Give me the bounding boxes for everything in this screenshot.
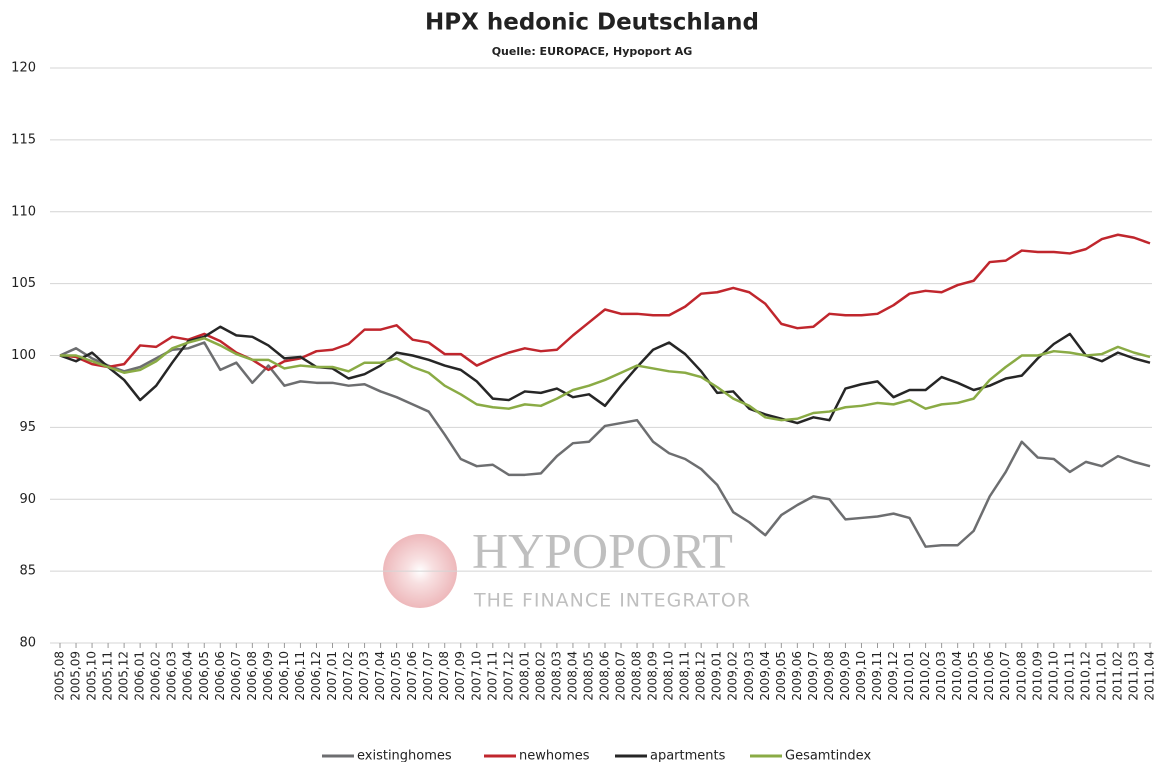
x-tick-label: 2009,05 <box>774 651 788 701</box>
y-tick-label: 105 <box>11 276 36 291</box>
x-tick-label: 2005,12 <box>117 651 131 701</box>
legend-label: Gesamtindex <box>785 749 871 762</box>
x-tick-label: 2006,11 <box>293 651 307 701</box>
x-tick-label: 2010,12 <box>1078 651 1092 701</box>
watermark-tagline: THE FINANCE INTEGRATOR <box>473 590 751 612</box>
x-tick-label: 2006,08 <box>245 651 259 701</box>
x-tick-label: 2008,05 <box>581 651 595 701</box>
x-tick-label: 2008,07 <box>614 651 628 701</box>
x-tick-label: 2010,09 <box>1030 651 1044 701</box>
x-tick-label: 2008,12 <box>694 651 708 701</box>
x-tick-label: 2007,07 <box>421 651 435 701</box>
x-tick-label: 2009,11 <box>870 651 884 701</box>
series-line <box>60 337 1151 422</box>
y-tick-label: 85 <box>19 564 36 579</box>
x-tick-label: 2005,08 <box>53 651 67 701</box>
x-tick-label: 2007,12 <box>501 651 515 701</box>
x-tick-label: 2008,09 <box>646 651 660 701</box>
x-tick-label: 2005,10 <box>85 651 99 701</box>
x-tick-label: 2007,05 <box>389 651 403 701</box>
x-tick-label: 2005,09 <box>69 651 83 701</box>
x-tick-label: 2008,08 <box>630 651 644 701</box>
chart-title: HPX hedonic Deutschland <box>425 10 759 36</box>
x-tick-label: 2007,10 <box>469 651 483 701</box>
y-tick-label: 115 <box>11 132 36 147</box>
x-tick-label: 2010,11 <box>1062 651 1076 701</box>
x-tick-label: 2007,04 <box>373 651 387 701</box>
x-tick-label: 2010,05 <box>966 651 980 701</box>
x-tick-label: 2009,09 <box>838 651 852 701</box>
x-tick-label: 2006,07 <box>229 651 243 701</box>
x-tick-label: 2011,02 <box>1110 651 1124 701</box>
x-tick-label: 2010,03 <box>934 651 948 701</box>
watermark: HYPOPORT THE FINANCE INTEGRATOR <box>383 522 751 612</box>
series-line <box>59 233 1151 372</box>
x-tick-label: 2006,02 <box>149 651 163 701</box>
x-tick-label: 2006,06 <box>213 651 227 701</box>
x-tick-label: 2009,12 <box>886 651 900 701</box>
x-tick-label: 2009,08 <box>822 651 836 701</box>
series-line <box>59 325 1151 425</box>
x-tick-label: 2007,03 <box>357 651 371 701</box>
x-tick-label: 2006,01 <box>133 651 147 701</box>
x-tick-label: 2010,02 <box>918 651 932 701</box>
legend-label: newhomes <box>519 749 590 762</box>
x-tick-label: 2008,03 <box>549 651 563 701</box>
series-line <box>59 341 1151 548</box>
x-tick-label: 2010,01 <box>902 651 916 701</box>
x-tick-label: 2008,04 <box>565 651 579 701</box>
y-tick-label: 110 <box>11 204 36 219</box>
chart-subtitle: Quelle: EUROPACE, Hypoport AG <box>492 45 693 58</box>
x-tick-label: 2006,12 <box>309 651 323 701</box>
x-tick-label: 2010,08 <box>1014 651 1028 701</box>
x-tick-label: 2010,06 <box>982 651 996 701</box>
x-tick-label: 2008,06 <box>598 651 612 701</box>
x-tick-label: 2009,04 <box>758 651 772 701</box>
x-tick-label: 2007,06 <box>405 651 419 701</box>
x-tick-label: 2009,10 <box>854 651 868 701</box>
x-tick-label: 2007,02 <box>341 651 355 701</box>
x-tick-label: 2010,10 <box>1046 651 1060 701</box>
watermark-name: HYPOPORT <box>472 522 733 578</box>
x-tick-label: 2011,04 <box>1143 651 1154 701</box>
y-tick-label: 90 <box>19 492 36 507</box>
x-tick-label: 2008,02 <box>533 651 547 701</box>
y-tick-label: 100 <box>11 348 36 363</box>
x-tick-label: 2008,10 <box>662 651 676 701</box>
x-tick-label: 2010,07 <box>998 651 1012 701</box>
x-tick-label: 2011,01 <box>1094 651 1108 701</box>
x-tick-label: 2006,05 <box>197 651 211 701</box>
x-tick-label: 2008,11 <box>678 651 692 701</box>
y-tick-label: 120 <box>11 61 36 76</box>
legend-label: apartments <box>650 749 726 762</box>
x-tick-label: 2007,11 <box>485 651 499 701</box>
legend-label: existinghomes <box>357 749 452 762</box>
x-tick-label: 2006,09 <box>261 651 275 701</box>
x-tick-label: 2009,07 <box>806 651 820 701</box>
x-tick-label: 2009,02 <box>726 651 740 701</box>
x-tick-label: 2010,04 <box>950 651 964 701</box>
x-tick-label: 2006,10 <box>277 651 291 701</box>
x-tick-label: 2007,09 <box>453 651 467 701</box>
x-tick-label: 2006,03 <box>165 651 179 701</box>
x-tick-label: 2005,11 <box>101 651 115 701</box>
y-tick-label: 95 <box>19 420 36 435</box>
y-tick-label: 80 <box>19 636 36 651</box>
x-tick-label: 2006,04 <box>181 651 195 701</box>
x-tick-label: 2007,08 <box>437 651 451 701</box>
x-tick-label: 2009,01 <box>710 651 724 701</box>
x-tick-label: 2009,06 <box>790 651 804 701</box>
x-tick-label: 2011,03 <box>1126 651 1140 701</box>
x-tick-label: 2009,03 <box>742 651 756 701</box>
legend: existinghomes newhomes apartments Gesamtind… <box>322 749 871 762</box>
x-tick-label: 2007,01 <box>325 651 339 701</box>
x-tick-label: 2008,01 <box>517 651 531 701</box>
